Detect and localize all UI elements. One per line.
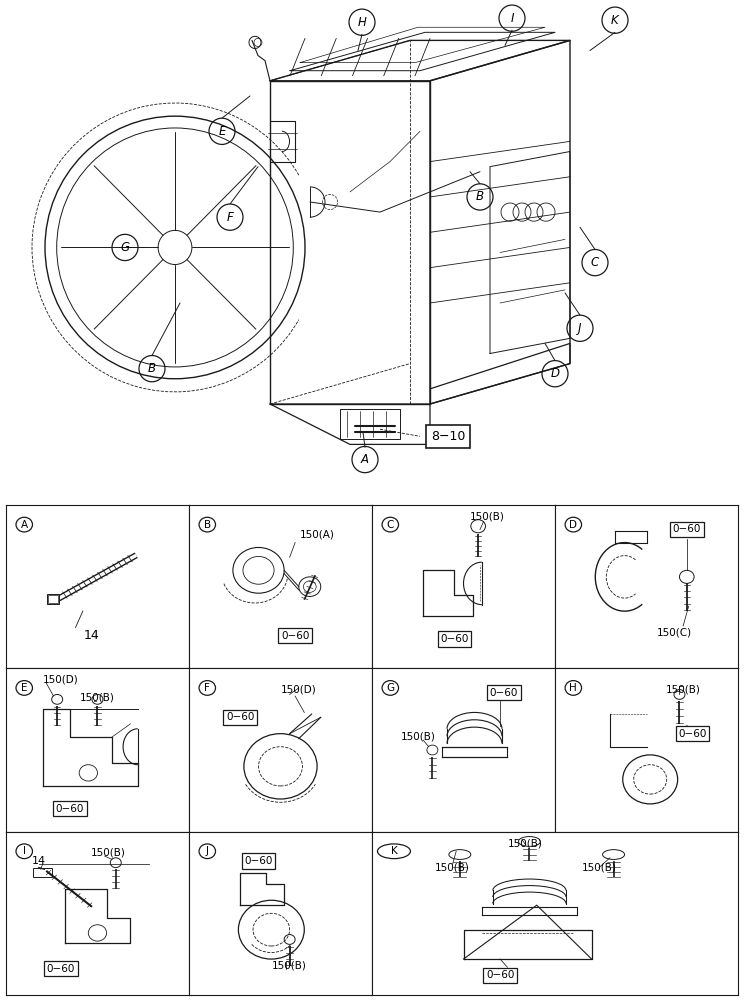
Text: 14: 14: [84, 629, 100, 642]
Text: 150(B): 150(B): [582, 863, 616, 873]
Text: 150(B): 150(B): [91, 848, 126, 858]
Text: 150(D): 150(D): [281, 685, 317, 695]
Text: C: C: [387, 520, 394, 530]
Text: G: G: [121, 241, 129, 254]
Text: E: E: [21, 683, 28, 693]
FancyBboxPatch shape: [47, 594, 59, 604]
Text: E: E: [218, 125, 225, 138]
Text: 150(A): 150(A): [300, 529, 335, 539]
Text: 0−60: 0−60: [281, 631, 310, 641]
Text: 150(B): 150(B): [470, 511, 504, 521]
Text: 0−60: 0−60: [244, 856, 273, 866]
Text: 150(D): 150(D): [42, 675, 78, 685]
Text: D: D: [551, 367, 559, 380]
Text: F: F: [227, 211, 234, 224]
Text: F: F: [205, 683, 211, 693]
Text: J: J: [578, 322, 582, 335]
Text: 0−60: 0−60: [56, 804, 84, 814]
Text: K: K: [611, 14, 619, 27]
Text: A: A: [21, 520, 28, 530]
Text: 0−60: 0−60: [226, 712, 254, 722]
Text: A: A: [361, 453, 369, 466]
Text: 150(B): 150(B): [508, 838, 543, 848]
Text: 0−60: 0−60: [486, 970, 514, 980]
Text: B: B: [204, 520, 211, 530]
Text: G: G: [386, 683, 394, 693]
Text: 150(B): 150(B): [400, 732, 435, 742]
Text: 14: 14: [32, 856, 46, 866]
Text: K: K: [391, 846, 397, 856]
Text: 0−60: 0−60: [47, 964, 75, 974]
Bar: [48, 595, 58, 603]
Text: I: I: [23, 846, 26, 856]
Text: 150(C): 150(C): [656, 627, 692, 637]
Text: C: C: [591, 256, 599, 269]
Text: 150(B): 150(B): [272, 961, 307, 971]
Text: B: B: [476, 190, 484, 203]
Text: 8−10: 8−10: [431, 430, 465, 443]
Text: D: D: [569, 520, 577, 530]
Text: J: J: [206, 846, 209, 856]
Text: 150(B): 150(B): [666, 685, 701, 695]
Text: 0−60: 0−60: [678, 729, 707, 739]
Text: 0−60: 0−60: [490, 688, 518, 698]
Text: 150(B): 150(B): [80, 693, 115, 703]
Text: H: H: [569, 683, 577, 693]
Text: 0−60: 0−60: [673, 524, 701, 534]
Text: 150(B): 150(B): [435, 863, 470, 873]
Text: B: B: [148, 362, 156, 375]
Text: I: I: [510, 12, 514, 25]
Bar: [33, 868, 52, 877]
Text: H: H: [358, 16, 367, 29]
Text: 0−60: 0−60: [440, 634, 469, 644]
